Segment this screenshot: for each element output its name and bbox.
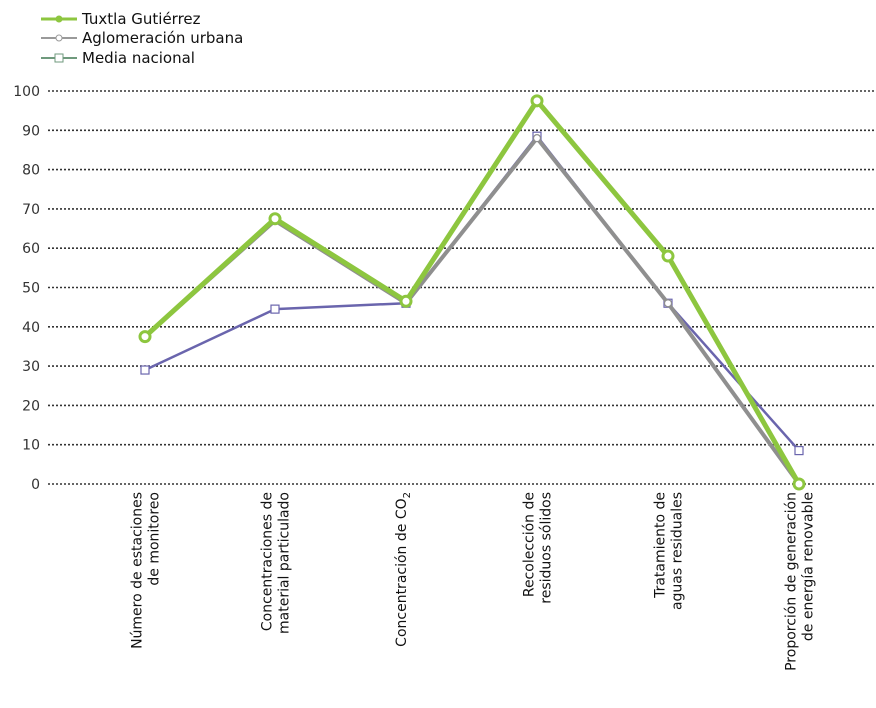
x-category-label: Proporción de generaciónde energía renov…: [784, 492, 817, 671]
data-point-tuxtla-guti-rrez: [399, 294, 413, 308]
x-category-label-line: de monitoreo: [147, 492, 163, 586]
gridlines: [48, 90, 876, 485]
data-point-media-nacional: [140, 365, 150, 375]
x-category-label: Número de estacionesde monitoreo: [130, 492, 163, 649]
y-axis-ticks: 0 10 20 30 40 50 60 70 80 90 100: [13, 84, 40, 493]
series-line-tuxtla-guti-rrez: [142, 98, 802, 487]
data-point-tuxtla-guti-rrez: [661, 249, 675, 263]
y-tick-label: 80: [22, 163, 40, 179]
legend-label-aglomeracion: Aglomeración urbana: [82, 29, 243, 47]
y-tick-label: 20: [22, 398, 40, 414]
legend-item-aglomeracion: Aglomeración urbana: [41, 29, 243, 47]
x-category-label-line: material particulado: [277, 492, 293, 634]
y-tick-label: 50: [22, 281, 40, 297]
x-category-label-text: Concentración de CO: [394, 498, 410, 646]
x-category-label: Recolección deresiduos sólidos: [522, 492, 555, 604]
x-category-label-line: residuos sólidos: [539, 492, 555, 604]
x-category-label: Concentraciones dematerial particulado: [260, 492, 293, 634]
x-category-label-line: Número de estaciones: [130, 492, 146, 649]
legend-item-tuxtla: Tuxtla Gutiérrez: [41, 10, 201, 28]
x-category-label-line: Tratamiento de: [653, 492, 669, 599]
legend-item-media-nacional: Media nacional: [41, 49, 195, 67]
data-point-aglomeraci-n-urbana: [532, 134, 542, 143]
x-category-label-line: Concentraciones de: [260, 492, 276, 631]
data-point-tuxtla-guti-rrez: [792, 477, 806, 491]
y-tick-label: 70: [22, 202, 40, 218]
data-point-media-nacional: [794, 445, 804, 456]
y-tick-label: 30: [22, 359, 40, 375]
y-tick-label: 90: [22, 123, 40, 139]
legend-marker-media-nacional: [54, 53, 64, 63]
x-category-label-line: aguas residuales: [670, 492, 686, 610]
x-category-label-line: Proporción de generación: [784, 492, 800, 671]
series-line-media-nacional: [143, 134, 801, 452]
x-category-label-line: Recolección de: [522, 492, 538, 597]
legend-marker-aglomeracion: [55, 34, 63, 42]
x-category-label: Tratamiento deaguas residuales: [653, 492, 686, 610]
x-category-label-line: de energía renovable: [801, 492, 817, 641]
legend: Tuxtla Gutiérrez Aglomeración urbana Med…: [41, 10, 243, 67]
legend-label-media-nacional: Media nacional: [82, 49, 195, 67]
data-point-tuxtla-guti-rrez: [138, 330, 152, 344]
x-category-label: Concentración de CO2: [394, 492, 413, 647]
y-tick-label: 100: [13, 84, 40, 100]
data-point-tuxtla-guti-rrez: [268, 212, 282, 226]
y-tick-label: 60: [22, 241, 40, 257]
y-tick-label: 10: [22, 438, 40, 454]
x-category-label-subscript: 2: [402, 492, 413, 498]
data-point-media-nacional: [270, 304, 280, 314]
y-tick-label: 40: [22, 320, 40, 336]
data-point-tuxtla-guti-rrez: [530, 94, 544, 108]
legend-label-tuxtla: Tuxtla Gutiérrez: [81, 10, 201, 28]
x-axis-labels: Número de estacionesde monitoreo Concentr…: [130, 492, 817, 671]
series-lines: [138, 94, 806, 491]
legend-marker-tuxtla: [55, 15, 63, 23]
y-tick-label: 0: [31, 477, 40, 493]
data-point-aglomeraci-n-urbana: [663, 299, 673, 308]
